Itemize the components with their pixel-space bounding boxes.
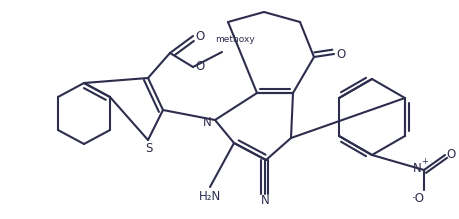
Text: O: O xyxy=(195,30,204,42)
Text: O: O xyxy=(195,60,204,74)
Text: S: S xyxy=(145,141,152,154)
Text: ·O: ·O xyxy=(411,191,424,205)
Text: O: O xyxy=(336,48,345,60)
Text: methoxy: methoxy xyxy=(215,35,254,44)
Text: N: N xyxy=(412,162,420,175)
Text: +: + xyxy=(420,157,427,166)
Text: N: N xyxy=(202,117,211,129)
Text: O: O xyxy=(445,148,454,161)
Text: N: N xyxy=(260,194,269,207)
Text: H₂N: H₂N xyxy=(198,189,221,203)
